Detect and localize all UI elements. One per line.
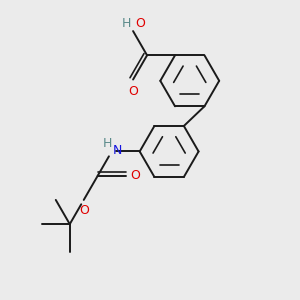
Text: H: H bbox=[103, 137, 112, 150]
Text: O: O bbox=[132, 16, 145, 30]
Text: N: N bbox=[112, 144, 122, 158]
Text: H: H bbox=[122, 16, 132, 30]
Text: O: O bbox=[79, 204, 89, 217]
Text: O: O bbox=[130, 169, 140, 182]
Text: O: O bbox=[128, 85, 138, 98]
